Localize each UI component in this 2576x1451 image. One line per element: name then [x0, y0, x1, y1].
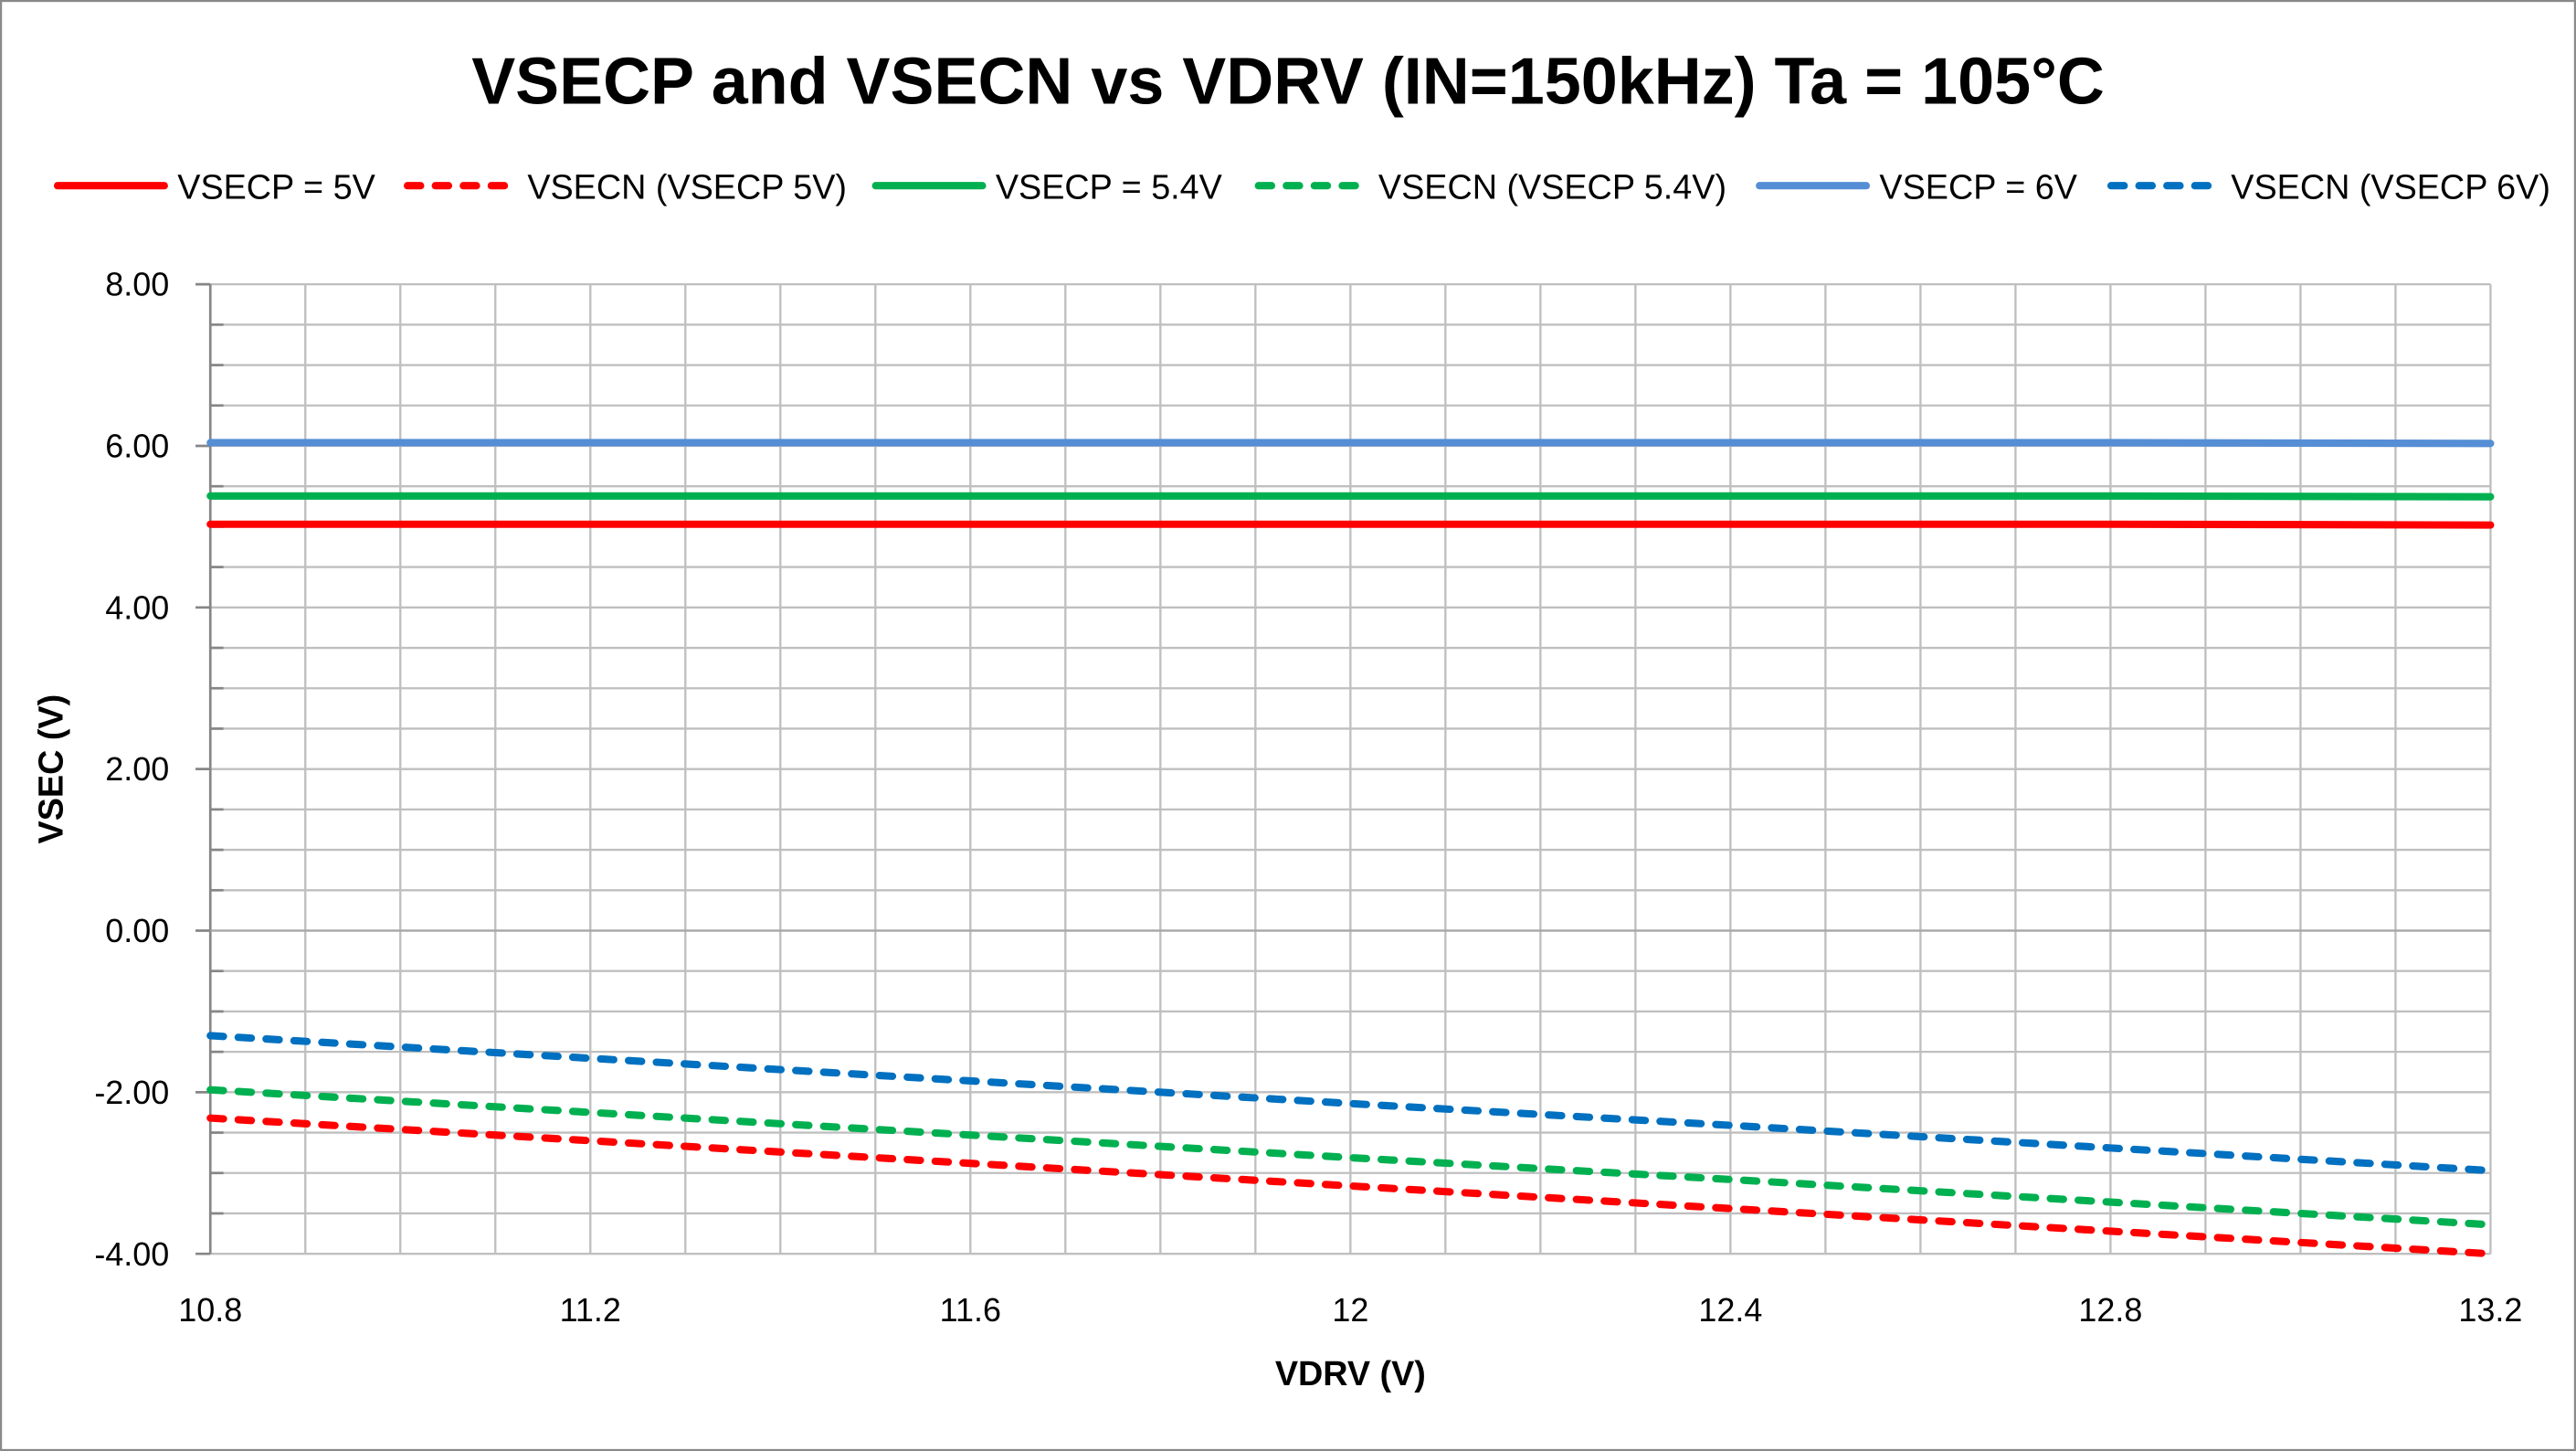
x-tick-label: 12.4 [1698, 1291, 1762, 1329]
legend-label: VSECN (VSECP 5.4V) [1378, 169, 1726, 207]
x-tick-label: 13.2 [2458, 1291, 2522, 1329]
series-line-6 [206, 1032, 2495, 1175]
legend-label: VSECP = 6V [1879, 169, 2077, 207]
series-line-5 [206, 439, 2495, 448]
x-tick-label: 11.6 [940, 1291, 1001, 1329]
series-line-3 [206, 492, 2495, 501]
series-line-1 [206, 520, 2495, 529]
legend: VSECP = 5V VSECN (VSECP 5V) VSECP = 5.4V VS… [53, 169, 2550, 207]
y-tick-label: -4.00 [94, 1235, 169, 1273]
y-tick-label: 0.00 [105, 912, 169, 949]
series-group [206, 439, 2495, 1258]
legend-item: VSECN (VSECP 5V) [404, 169, 847, 207]
legend-label: VSECN (VSECP 5V) [527, 169, 847, 207]
x-axis-title: VDRV (V) [1275, 1355, 1426, 1393]
legend-item: VSECP = 5.4V [871, 169, 1223, 207]
legend-label: VSECN (VSECP 6V) [2231, 169, 2550, 207]
y-tick-label: 6.00 [105, 428, 169, 465]
series-line-2 [206, 1114, 2495, 1258]
y-tick-label: 2.00 [105, 750, 169, 788]
y-tick-label: 4.00 [105, 588, 169, 626]
legend-label: VSECP = 5.4V [996, 169, 1223, 207]
chart-title: VSECP and VSECN vs VDRV (IN=150kHz) Ta =… [471, 45, 2105, 118]
legend-item: VSECP = 5V [53, 169, 376, 207]
legend-item: VSECN (VSECP 6V) [2106, 169, 2550, 207]
y-tick-label: -2.00 [94, 1074, 169, 1111]
legend-label: VSECP = 5V [177, 169, 375, 207]
x-tick-label: 12 [1332, 1291, 1368, 1329]
y-tick-label: 8.00 [105, 266, 169, 303]
x-tick-label: 11.2 [560, 1291, 621, 1329]
legend-item: VSECP = 6V [1756, 169, 2078, 207]
y-axis-title: VSEC (V) [32, 694, 70, 844]
series-line-4 [206, 1086, 2495, 1229]
x-tick-label: 12.8 [2078, 1291, 2142, 1329]
x-tick-label: 10.8 [178, 1291, 242, 1329]
legend-item: VSECN (VSECP 5.4V) [1254, 169, 1726, 207]
